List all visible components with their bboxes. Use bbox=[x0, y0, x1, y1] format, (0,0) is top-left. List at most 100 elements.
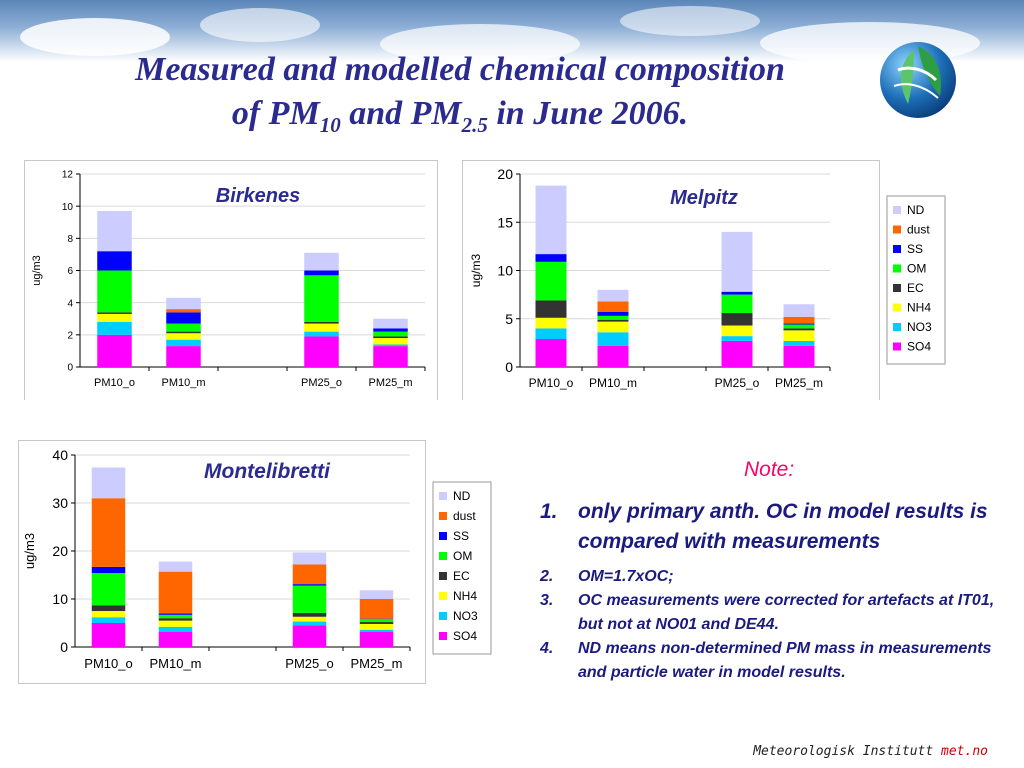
y-tick-label: 4 bbox=[67, 298, 73, 309]
legend-swatch-no3 bbox=[439, 612, 447, 620]
bar-segment-om bbox=[373, 331, 408, 337]
chart-area-border bbox=[462, 160, 880, 400]
legend-label-om: OM bbox=[453, 549, 472, 563]
bar-segment-so4 bbox=[597, 345, 629, 367]
footer: Meteorologisk Institutt met.no bbox=[753, 744, 988, 759]
met-logo-icon bbox=[880, 42, 956, 118]
chart-title: Montelibretti bbox=[204, 460, 331, 483]
bar-segment-nh4 bbox=[721, 325, 753, 337]
bar-segment-om bbox=[91, 573, 126, 606]
bar-segment-nd bbox=[721, 231, 753, 292]
bar-segment-dust bbox=[166, 309, 201, 313]
bar-segment-ec bbox=[304, 321, 339, 324]
y-tick-label: 15 bbox=[497, 214, 513, 230]
legend-label-dust: dust bbox=[907, 223, 930, 237]
bar-segment-no3 bbox=[292, 621, 327, 626]
bar-segment-so4 bbox=[359, 631, 394, 647]
bar-segment-nh4 bbox=[158, 620, 193, 627]
legend-swatch-ec bbox=[893, 284, 901, 292]
bar-segment-nd bbox=[166, 297, 201, 310]
footer-site: met.no bbox=[941, 744, 988, 759]
legend-swatch-ec bbox=[439, 572, 447, 580]
note-item-1: 1. only primary anth. OC in model results… bbox=[540, 500, 988, 553]
y-tick-label: 20 bbox=[52, 543, 68, 559]
legend-label-no3: NO3 bbox=[453, 609, 478, 623]
bar-segment-om bbox=[158, 614, 193, 619]
bar-segment-ec bbox=[158, 618, 193, 621]
bar-segment-dust bbox=[292, 564, 327, 585]
bar-segment-so4 bbox=[292, 625, 327, 647]
note-item-4: 4. ND means non-determined PM mass in mea… bbox=[540, 640, 992, 681]
bar-segment-no3 bbox=[783, 340, 815, 346]
legend-swatch-ss bbox=[439, 532, 447, 540]
bar-segment-ec bbox=[166, 331, 201, 334]
bar-segment-no3 bbox=[91, 617, 126, 623]
bar-segment-no3 bbox=[304, 331, 339, 337]
legend-label-om: OM bbox=[907, 262, 926, 276]
bar-segment-nd bbox=[783, 304, 815, 317]
legend-label-ss: SS bbox=[907, 242, 923, 256]
bar-segment-ss bbox=[597, 311, 629, 316]
bar-segment-nh4 bbox=[91, 611, 126, 618]
legend-label-ec: EC bbox=[453, 569, 470, 583]
bar-segment-nd bbox=[97, 210, 132, 252]
bar-segment-om bbox=[304, 275, 339, 322]
y-tick-label: 0 bbox=[60, 639, 68, 655]
bar-segment-nd bbox=[359, 590, 394, 599]
chart-area-border bbox=[18, 440, 426, 684]
x-tick-label: PM10_o bbox=[529, 376, 574, 390]
note-item-2: 2. OM=1.7xOC; bbox=[540, 568, 674, 585]
bar-segment-nh4 bbox=[359, 623, 394, 630]
bar-segment-nd bbox=[597, 289, 629, 302]
x-tick-label: PM25_o bbox=[301, 377, 342, 389]
legend-label-ss: SS bbox=[453, 529, 469, 543]
chart-birkenes: 0 2 4 6 8 10 12 ug/m3 PM10_o PM10_m PM25_o PM25_m Bi… bbox=[24, 160, 438, 400]
legend-swatch-nh4 bbox=[439, 592, 447, 600]
bar-segment-ec bbox=[597, 319, 629, 322]
bar-segment-om bbox=[359, 619, 394, 623]
legend-swatch-dust bbox=[439, 512, 447, 520]
bar-segment-ec bbox=[783, 328, 815, 331]
bar-segment-so4 bbox=[373, 346, 408, 367]
bar-segment-nh4 bbox=[597, 321, 629, 333]
y-tick-label: 5 bbox=[505, 311, 513, 327]
legend-swatch-nd bbox=[439, 492, 447, 500]
bar-segment-om bbox=[783, 324, 815, 329]
bar-segment-no3 bbox=[359, 629, 394, 632]
bar-segment-nh4 bbox=[373, 338, 408, 345]
bar-segment-nd bbox=[373, 318, 408, 329]
note-heading: Note: bbox=[744, 458, 795, 481]
legend-label-dust: dust bbox=[453, 509, 476, 523]
bar-segment-ec bbox=[91, 605, 126, 611]
y-axis-label: ug/m3 bbox=[469, 254, 483, 288]
bar-segment-so4 bbox=[166, 346, 201, 367]
y-tick-label: 40 bbox=[52, 447, 68, 463]
bar-segment-ec bbox=[373, 336, 408, 339]
legend-swatch-om bbox=[893, 264, 901, 273]
legend-box bbox=[432, 481, 492, 655]
bar-segment-no3 bbox=[97, 321, 132, 335]
x-tick-label: PM25_m bbox=[368, 377, 412, 389]
y-tick-label: 10 bbox=[497, 263, 513, 279]
bar-segment-nd bbox=[535, 185, 567, 255]
x-tick-label: PM10_m bbox=[161, 377, 205, 389]
y-tick-label: 8 bbox=[67, 234, 73, 245]
x-tick-label: PM10_o bbox=[94, 377, 135, 389]
legend-swatch-so4 bbox=[439, 632, 447, 640]
bar-segment-no3 bbox=[535, 328, 567, 340]
y-tick-label: 30 bbox=[52, 495, 68, 511]
legend-label-so4: SO4 bbox=[453, 629, 477, 643]
bar-segment-dust bbox=[597, 301, 629, 312]
legend-label-nd: ND bbox=[907, 203, 925, 217]
notes-list: 1. only primary anth. OC in model results… bbox=[540, 497, 1000, 685]
bar-segment-dust bbox=[783, 316, 815, 324]
legend-label-no3: NO3 bbox=[907, 320, 932, 334]
bar-segment-ec bbox=[292, 612, 327, 617]
bar-segment-so4 bbox=[97, 334, 132, 367]
bar-segment-dust bbox=[91, 498, 126, 567]
chart-area-border bbox=[24, 160, 438, 400]
legend-label-ec: EC bbox=[907, 281, 924, 295]
bar-segment-om bbox=[535, 261, 567, 301]
note-item-3: 3. OC measurements were corrected for art… bbox=[540, 592, 995, 633]
bar-segment-ss bbox=[535, 254, 567, 262]
